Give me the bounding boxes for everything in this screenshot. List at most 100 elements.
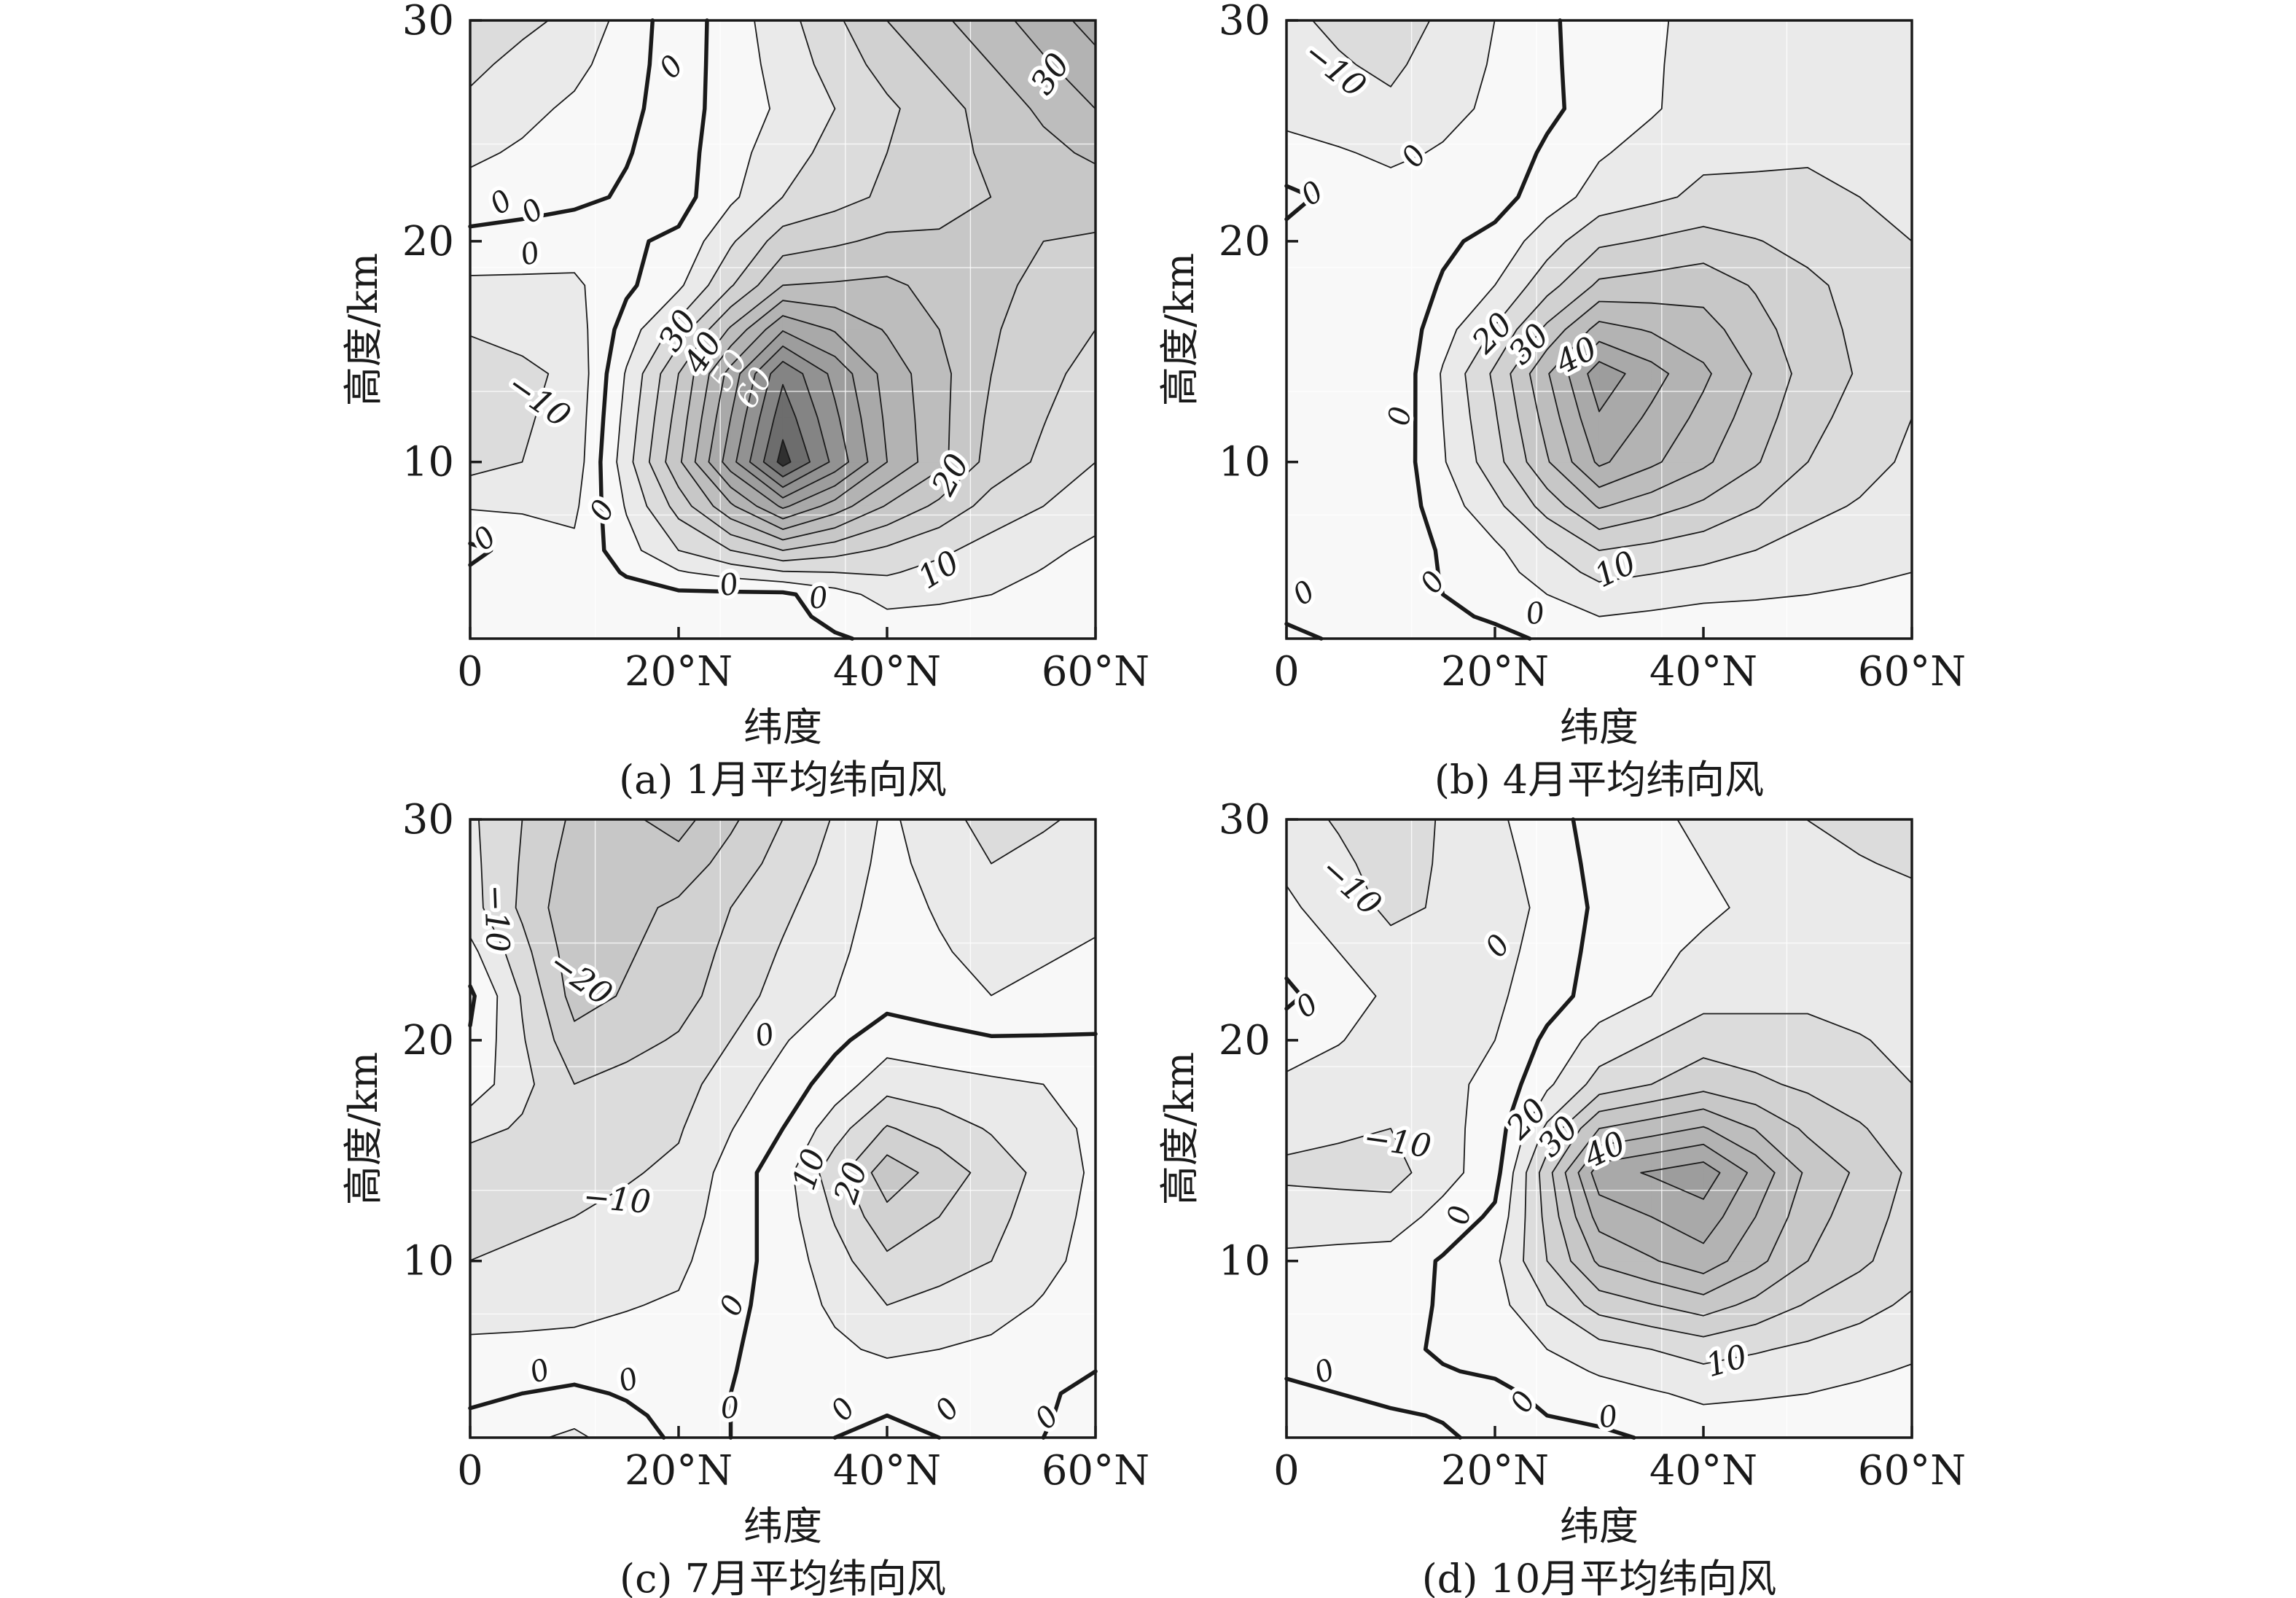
y-axis-title: 高度/km: [340, 253, 386, 406]
y-axis-title: 高度/km: [340, 1052, 386, 1205]
x-tick-label: 20°N: [1441, 1447, 1549, 1494]
contour-line-15: [1538, 1057, 1902, 1338]
contour-line-0: [1284, 18, 1567, 641]
contour-line-50: [749, 361, 830, 488]
axis-tick-labels: 0 20°N 40°N 60°N 10 20 30: [402, 0, 1148, 695]
contour-lines: [1284, 817, 1913, 1440]
contour-lines: [468, 18, 1096, 641]
x-tick-label: 0: [1273, 648, 1300, 695]
contour-line-45: [735, 346, 849, 499]
contour-line-0: [1284, 817, 1636, 1440]
contour-label: −10: [582, 1178, 652, 1221]
contour-line-30: [1577, 1126, 1776, 1274]
panel-caption: (c) 7月平均纬向风: [620, 1556, 946, 1598]
x-tick-label: 60°N: [1042, 648, 1148, 695]
x-tick-label: 0: [457, 1447, 483, 1494]
contour-fills: [469, 20, 1096, 639]
x-tick-label: 60°N: [1042, 1447, 1148, 1494]
contour-label: 0: [808, 581, 829, 616]
contour-line--10: [1311, 20, 1431, 87]
contour-line--5: [469, 272, 590, 529]
contour-line--5: [1286, 819, 1531, 1250]
contour-line--5: [469, 819, 1096, 1336]
fill-band-40: [1587, 361, 1626, 413]
contour-line-10: [469, 20, 1096, 577]
contour-line-20: [1551, 1091, 1851, 1317]
contour-line-5: [469, 20, 1096, 610]
x-axis-title: 纬度: [743, 1503, 822, 1549]
panel-a: 0 20°N 40°N 60°N 10 20 30 高度/km 纬度 (a) 1月平均纬向风 0 0 0…: [0, 0, 1148, 799]
contour-line-60: [776, 439, 792, 467]
panel-c-chart: 0 20°N 40°N 60°N 10 20 30 高度/km 纬度 (c) 7月平均纬向风 −10…: [340, 799, 1148, 1598]
axis-tick-labels: 0 20°N 40°N 60°N 10 20 30: [402, 799, 1148, 1494]
contour-line-30: [1548, 321, 1712, 488]
panel-b: 0 20°N 40°N 60°N 10 20 30 高度/km 纬度 (b) 4月平均纬向风 −10…: [1148, 0, 2296, 799]
contour-fills: [1286, 20, 1913, 639]
contour-line-20: [870, 1154, 919, 1203]
axis-tick-labels: 0 20°N 40°N 60°N 10 20 30: [1219, 0, 1966, 695]
contour-line--5: [1286, 20, 1496, 168]
y-axis-title: 高度/km: [1157, 253, 1203, 406]
contour-line-40: [1587, 361, 1626, 413]
contour-label: −10: [477, 884, 516, 954]
x-axis-title: 纬度: [743, 704, 822, 750]
x-tick-label: 60°N: [1858, 648, 1966, 695]
x-tick-label: 60°N: [1858, 1447, 1966, 1494]
x-tick-label: 40°N: [1649, 1447, 1757, 1494]
plot-frame: [469, 19, 1097, 640]
x-tick-label: 0: [457, 648, 483, 695]
contour-line-25: [1564, 1108, 1803, 1295]
contour-line-20: [665, 20, 1096, 551]
panel-caption: (d) 10月平均纬向风: [1422, 1556, 1777, 1598]
y-tick-label: 20: [1219, 1017, 1270, 1064]
x-tick-label: 40°N: [1649, 648, 1757, 695]
plot-gridlines: [470, 20, 1096, 639]
contour-line--10: [1286, 819, 1437, 1193]
y-tick-label: 30: [1219, 799, 1270, 843]
y-tick-label: 10: [402, 439, 454, 486]
x-tick-label: 0: [1273, 1447, 1300, 1494]
contour-lines: [1284, 18, 1913, 641]
y-tick-label: 20: [1219, 218, 1270, 265]
contour-line-15: [1489, 225, 1854, 551]
contour-line-10: [1464, 167, 1913, 583]
plot-gridlines: [470, 819, 1096, 1438]
contour-line-15: [648, 20, 1096, 562]
contour-line--10: [469, 819, 1062, 1261]
axis-tick-labels: 0 20°N 40°N 60°N 10 20 30: [1219, 799, 1966, 1494]
y-tick-label: 20: [402, 1017, 454, 1064]
contour-line-40: [722, 330, 869, 510]
contour-line-10: [1523, 819, 1913, 1365]
contour-line-5: [1499, 819, 1913, 1406]
contour-line-35: [1590, 1143, 1749, 1244]
contour-line-5: [547, 1057, 1085, 1438]
y-tick-label: 30: [1219, 0, 1270, 44]
contour-line--10: [469, 335, 550, 477]
contour-line-25: [1528, 300, 1752, 510]
contour-line-5: [1440, 20, 1913, 617]
plot-frame: [1285, 19, 1913, 640]
contour-line-0: [468, 984, 1098, 1440]
y-tick-label: 10: [1219, 1238, 1270, 1285]
contour-line-15: [844, 1125, 972, 1252]
x-tick-label: 40°N: [833, 648, 941, 695]
x-tick-label: 20°N: [1441, 648, 1549, 695]
contour-line--25: [643, 819, 697, 843]
contour-line-30: [694, 20, 1096, 530]
panel-caption: (a) 1月平均纬向风: [619, 757, 947, 799]
x-axis-title: 纬度: [1560, 704, 1639, 750]
contour-line-20: [1510, 262, 1792, 530]
fill-band-60: [776, 440, 792, 467]
y-tick-label: 30: [402, 799, 454, 843]
x-tick-label: 20°N: [625, 1447, 733, 1494]
contour-line-40: [1640, 1161, 1721, 1200]
panel-caption: (b) 4月平均纬向风: [1434, 757, 1764, 799]
contour-line-25: [680, 20, 1096, 541]
contour-line-35: [708, 20, 1096, 520]
contour-line--20: [547, 819, 741, 1022]
plot-frame: [1285, 818, 1913, 1439]
y-tick-label: 10: [1219, 439, 1270, 486]
